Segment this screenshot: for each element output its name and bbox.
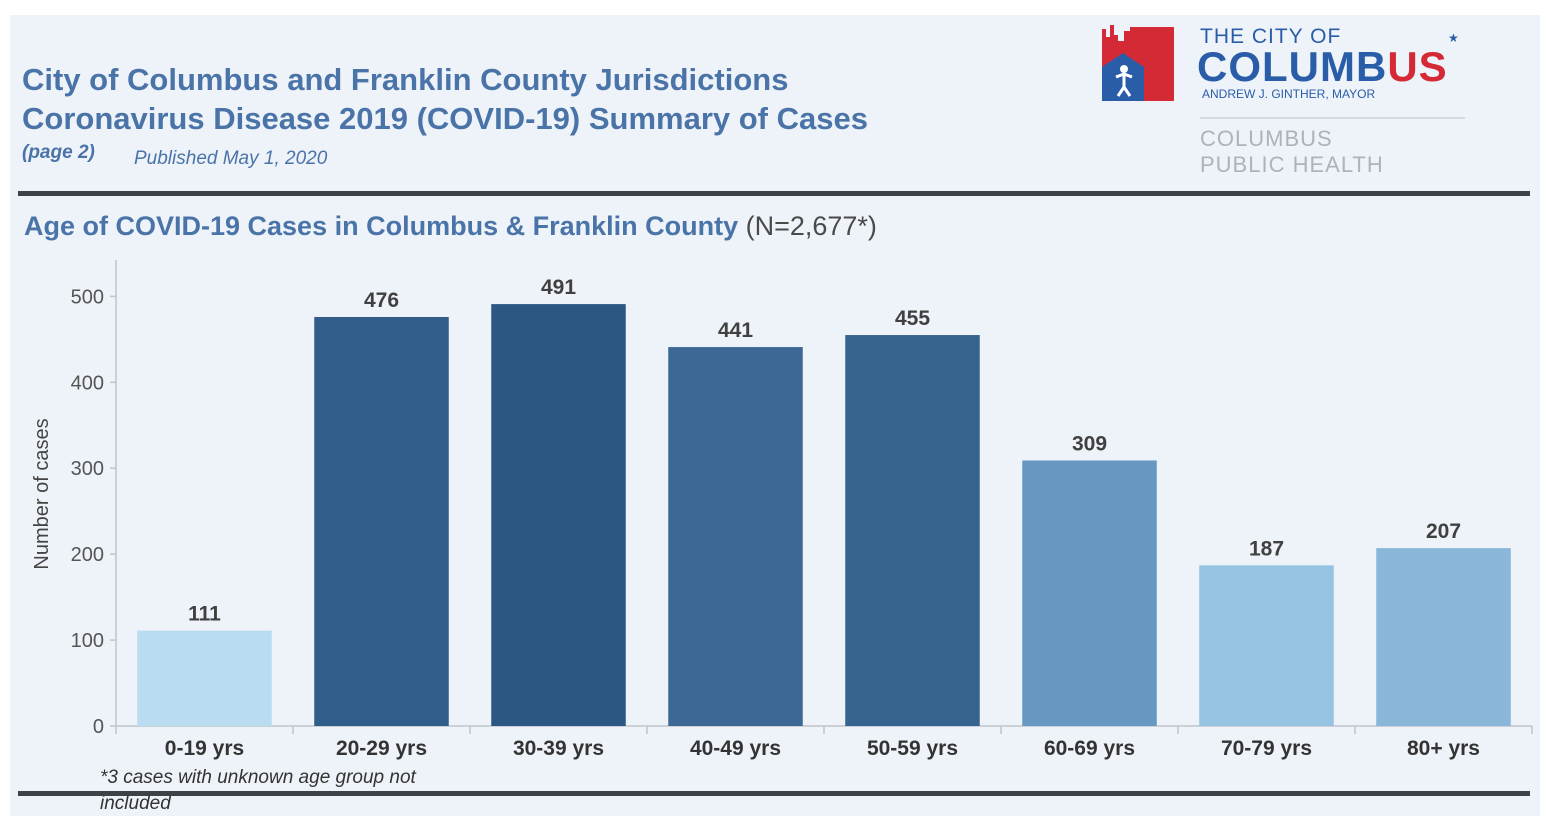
y-tick-label: 100 [71,630,104,652]
data-label: 441 [718,319,753,342]
header-divider [18,191,1530,196]
bar [314,316,449,726]
y-tick-label: 400 [71,372,104,394]
data-label: 111 [188,603,221,626]
x-tick-label: 20-29 yrs [336,737,427,760]
footnote: *3 cases with unknown age group not incl… [100,767,416,814]
y-axis-title: Number of cases [31,418,53,569]
chart-title: Age of COVID-19 Cases in Columbus & Fran… [24,211,877,242]
data-label: 187 [1249,537,1284,560]
star-icon: ★ [1448,31,1459,45]
data-label: 491 [541,276,576,299]
logo-divider [1200,117,1465,119]
data-label: 455 [895,307,930,330]
chart-title-main: Age of COVID-19 Cases in Columbus & Fran… [24,211,739,241]
bar [137,630,272,726]
logo-the-city-of: THE CITY OF [1200,25,1342,48]
logo-cph-line2: PUBLIC HEALTH [1200,152,1384,177]
page-number-label: (page 2) [22,142,95,163]
data-label: 309 [1072,432,1107,455]
page-title-line2: Coronavirus Disease 2019 (COVID-19) Summ… [22,101,868,136]
bar [1376,548,1511,726]
logo-mayor-name: ANDREW J. GINTHER, MAYOR [1202,87,1376,101]
summary-page: City of Columbus and Franklin County Jur… [10,15,1540,816]
city-skyline-icon [1102,25,1174,101]
age-bar-chart: 0 100 200 300 400 500 Number of cases 111 0-19 y… [31,260,1533,760]
page-title-line1: City of Columbus and Franklin County Jur… [22,62,789,97]
data-label: 207 [1426,520,1461,543]
city-of-columbus-logo: THE CITY OF COLUMBUS ★ ANDREW J. GINTHER… [1100,23,1480,183]
y-tick-label: 300 [71,458,104,480]
bar [845,335,980,726]
y-tick-label: 200 [71,544,104,566]
chart-title-count: (N=2,677*) [738,211,877,241]
bar [668,347,803,726]
bar [491,304,626,726]
x-tick-label: 30-39 yrs [513,737,604,760]
logo-cph-line1: COLUMBUS [1200,126,1333,151]
x-tick-label: 80+ yrs [1407,737,1480,760]
x-tick-label: 70-79 yrs [1221,737,1312,760]
footer-divider [18,791,1530,796]
x-tick-label: 60-69 yrs [1044,737,1135,760]
logo-columbus-red: US [1387,43,1448,90]
bar [1199,565,1334,726]
data-label: 476 [364,289,399,312]
x-tick-label: 50-59 yrs [867,737,958,760]
published-date: Published May 1, 2020 [134,148,328,169]
bar [1022,460,1157,726]
y-tick-label: 500 [71,286,104,308]
logo-columbus-main: COLUMB [1197,43,1388,90]
x-tick-label: 0-19 yrs [165,737,244,760]
logo-columbus-wordmark: COLUMBUS [1197,43,1448,91]
y-tick-label: 0 [93,716,104,738]
x-tick-label: 40-49 yrs [690,737,781,760]
